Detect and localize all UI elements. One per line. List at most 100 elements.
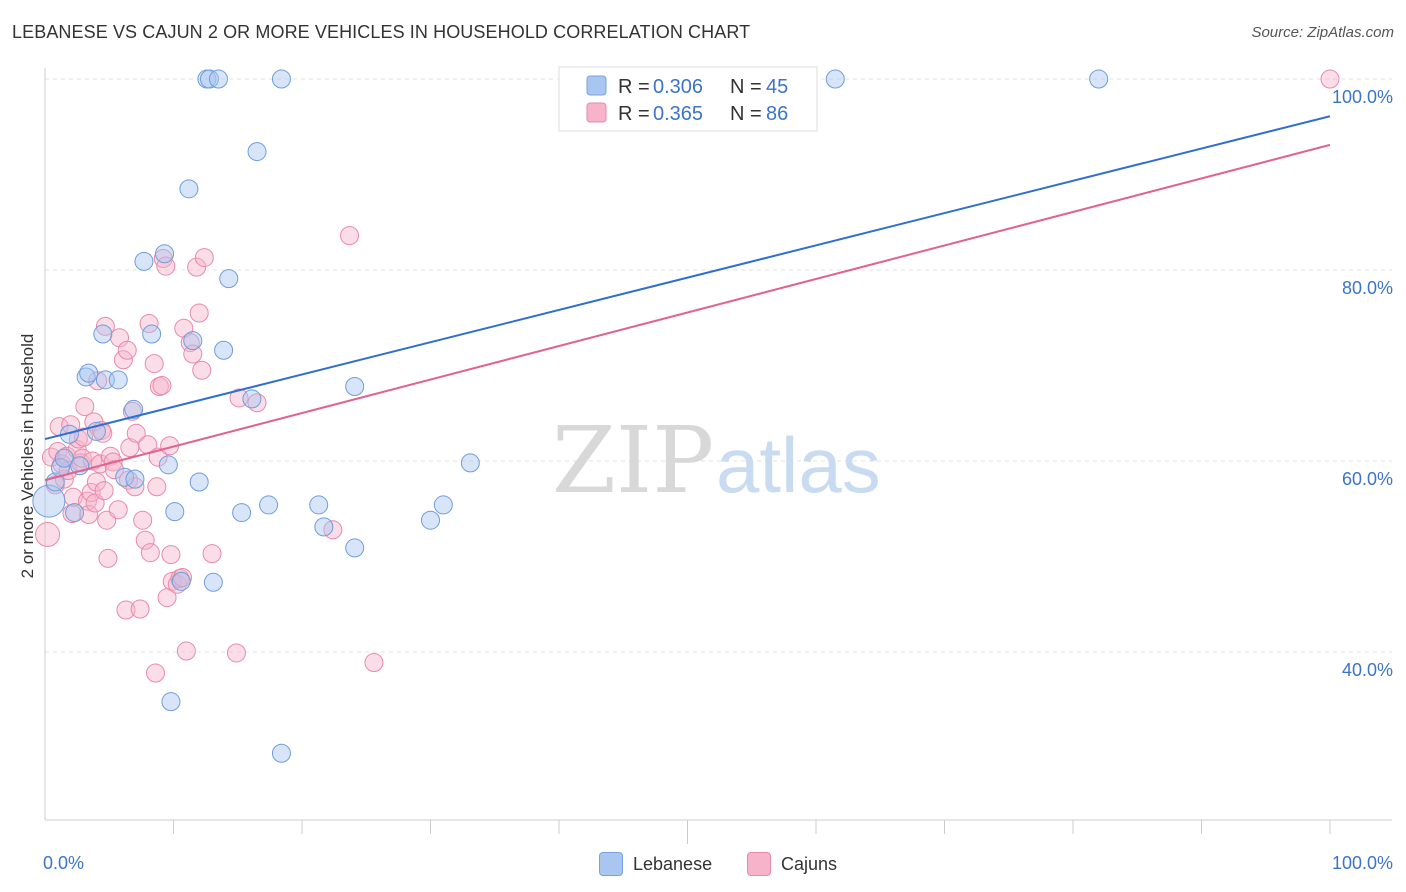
data-point-lebanese xyxy=(158,455,178,475)
data-point-cajuns xyxy=(130,599,150,619)
chart-title: LEBANESE VS CAJUN 2 OR MORE VEHICLES IN … xyxy=(12,22,751,42)
legend-r-value-1: 0.306 xyxy=(653,76,703,98)
legend-item-cajuns: Cajuns xyxy=(747,852,837,876)
data-point-cajuns xyxy=(340,226,360,246)
data-point-lebanese xyxy=(214,340,234,360)
y-tick-label: 80.0% xyxy=(1342,278,1393,298)
data-point-lebanese xyxy=(259,495,279,515)
data-point-cajuns xyxy=(146,663,166,683)
data-point-lebanese xyxy=(314,517,334,537)
data-point-lebanese xyxy=(32,484,66,518)
legend-label-lebanese: Lebanese xyxy=(633,853,713,874)
data-point-lebanese xyxy=(208,69,228,89)
data-point-cajuns xyxy=(180,333,200,353)
data-point-lebanese xyxy=(345,538,365,558)
data-point-lebanese xyxy=(433,495,453,515)
data-point-cajuns xyxy=(98,548,118,568)
legend-r-label-1: R = xyxy=(618,76,650,98)
legend-r-label-2: R = xyxy=(618,103,650,125)
legend-n-label-2: N = xyxy=(730,103,762,125)
y-tick-label: 100.0% xyxy=(1332,87,1393,107)
watermark-atlas: atlas xyxy=(716,421,881,509)
series-cajuns xyxy=(35,69,1340,683)
data-point-cajuns xyxy=(152,376,172,396)
data-point-lebanese xyxy=(165,502,185,522)
data-point-cajuns xyxy=(104,460,124,480)
data-point-lebanese xyxy=(161,692,181,712)
data-point-lebanese xyxy=(271,743,291,763)
source-label: Source: ZipAtlas.com xyxy=(1251,24,1394,41)
data-point-lebanese xyxy=(155,244,175,264)
legend-label-cajuns: Cajuns xyxy=(781,853,838,874)
data-point-cajuns xyxy=(247,393,267,413)
watermark-zip: ZIP xyxy=(552,407,714,514)
data-point-lebanese xyxy=(219,269,239,289)
data-point-cajuns xyxy=(79,504,99,524)
data-point-cajuns xyxy=(189,303,209,323)
y-tick-label: 60.0% xyxy=(1342,469,1393,489)
data-point-lebanese xyxy=(345,377,365,397)
data-point-cajuns xyxy=(108,500,128,520)
data-point-lebanese xyxy=(825,69,845,89)
correlation-legend: R = 0.306 N = 45 R = 0.365 N = 86 xyxy=(558,66,818,132)
data-point-cajuns xyxy=(140,543,160,563)
data-point-cajuns xyxy=(125,477,145,497)
data-point-cajuns xyxy=(75,397,95,417)
data-point-cajuns xyxy=(144,354,164,374)
data-point-lebanese xyxy=(189,472,209,492)
legend-n-value-2: 86 xyxy=(766,103,788,125)
trend-line-cajuns xyxy=(44,143,1331,482)
data-point-lebanese xyxy=(421,510,440,530)
data-point-cajuns xyxy=(94,481,114,501)
data-point-cajuns xyxy=(202,544,222,564)
data-point-cajuns xyxy=(192,360,212,380)
data-point-lebanese xyxy=(93,324,113,344)
data-point-cajuns xyxy=(187,257,207,277)
gridlines xyxy=(45,78,1392,653)
y-tick-labels: 40.0% 60.0% 80.0% 100.0% xyxy=(1332,87,1393,680)
data-point-cajuns xyxy=(161,545,181,565)
series-lebanese xyxy=(32,69,1109,763)
data-point-lebanese xyxy=(125,469,145,489)
series-legend: Lebanese Cajuns xyxy=(0,852,1406,880)
x-tick-label: 100.0% xyxy=(1332,853,1393,873)
data-point-cajuns xyxy=(35,522,61,548)
data-point-lebanese xyxy=(171,571,191,591)
legend-swatch-cajuns-bottom xyxy=(747,852,771,876)
data-point-cajuns xyxy=(113,350,133,370)
x-tick-label: 0.0% xyxy=(43,853,84,873)
data-point-cajuns xyxy=(74,427,94,447)
data-point-cajuns xyxy=(176,641,196,661)
data-point-lebanese xyxy=(79,363,99,383)
watermark: ZIP atlas xyxy=(552,407,881,514)
data-point-lebanese xyxy=(1089,69,1109,89)
trend-line-lebanese xyxy=(44,115,1331,441)
data-point-cajuns xyxy=(126,423,146,443)
data-point-cajuns xyxy=(183,344,203,364)
legend-n-value-1: 45 xyxy=(766,76,788,98)
legend-swatch-cajuns xyxy=(586,102,607,123)
legend-item-lebanese: Lebanese xyxy=(599,852,712,876)
data-point-lebanese xyxy=(134,251,154,271)
data-point-lebanese xyxy=(65,503,85,523)
data-point-lebanese xyxy=(232,503,252,523)
data-point-lebanese xyxy=(271,69,291,89)
legend-n-label-1: N = xyxy=(730,76,762,98)
data-point-cajuns xyxy=(147,477,167,497)
data-point-cajuns xyxy=(135,530,155,550)
data-point-lebanese xyxy=(247,142,267,162)
legend-r-value-2: 0.365 xyxy=(653,103,703,125)
data-point-cajuns xyxy=(194,248,214,268)
data-point-lebanese xyxy=(460,453,480,473)
legend-swatch-lebanese xyxy=(586,75,607,96)
data-point-lebanese xyxy=(203,572,223,592)
data-point-lebanese xyxy=(242,389,262,409)
data-point-cajuns xyxy=(95,316,115,336)
x-tick-labels: 0.0% 100.0% xyxy=(43,853,1393,873)
legend-swatch-lebanese-bottom xyxy=(599,852,623,876)
data-point-lebanese xyxy=(124,399,144,419)
data-point-cajuns xyxy=(1320,69,1340,89)
data-point-lebanese xyxy=(45,472,65,492)
data-point-cajuns xyxy=(364,653,384,673)
